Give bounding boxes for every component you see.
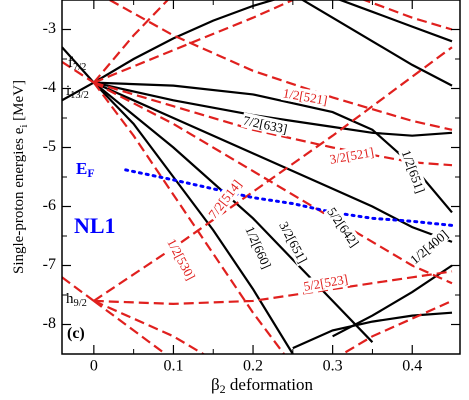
- y-tick-label: -7: [43, 256, 56, 273]
- curve: [93, 300, 168, 354]
- x-tick-label: 0: [90, 358, 98, 375]
- curve: [292, 311, 453, 350]
- x-label-text: β: [211, 375, 220, 394]
- curve: [93, 46, 453, 302]
- curve: [93, 81, 374, 343]
- annotation-bg: [204, 176, 246, 223]
- annotation: EF: [76, 159, 95, 180]
- annotation-text: NL1: [74, 213, 116, 238]
- x-tick-label: 0.1: [163, 358, 183, 375]
- annotation-bg: [242, 222, 275, 272]
- y-tick-label: -6: [43, 197, 56, 214]
- curve: [337, 0, 453, 43]
- curve: [340, 299, 453, 354]
- x-tick-label: 0.3: [323, 358, 343, 375]
- y-axis-label: Single-proton energies ei [MeV]: [11, 80, 29, 274]
- annotation-text: h: [66, 291, 74, 307]
- annotation-bg: [323, 203, 363, 251]
- annotation-bg: [240, 112, 290, 137]
- annotation-bg: [280, 85, 330, 108]
- y-tick-label: -5: [43, 138, 56, 155]
- curve: [124, 168, 454, 227]
- y-label-text: Single-proton energies e: [11, 127, 27, 274]
- x-axis-label: β2 deformation: [211, 375, 313, 396]
- curve: [93, 81, 453, 137]
- x-tick-label: 0.4: [402, 358, 422, 375]
- annotation-sub: 7/2: [73, 62, 86, 73]
- curve: [62, 276, 95, 302]
- curve: [62, 81, 95, 102]
- curve: [109, 0, 453, 131]
- curve: [62, 60, 95, 84]
- annotation-sub: 9/2: [74, 298, 87, 309]
- annotation-sub: F: [87, 166, 94, 180]
- annotation: f7/2: [68, 55, 86, 73]
- y-tick-label: -8: [43, 315, 56, 332]
- y-tick-label: -4: [43, 79, 56, 96]
- annotation-text: i: [66, 83, 70, 99]
- y-label-after: [MeV]: [11, 80, 27, 125]
- annotation-bg: [301, 271, 351, 294]
- curve: [93, 81, 453, 285]
- annotation-bg: [275, 218, 311, 267]
- annotation-bg: [398, 146, 429, 197]
- curve: [361, 0, 453, 31]
- annotation-text: E: [76, 159, 87, 178]
- curve: [93, 270, 453, 306]
- curve: [92, 81, 286, 354]
- y-label-sub: i: [18, 125, 30, 128]
- x-label-sub: 2: [220, 382, 226, 396]
- y-tick-label: -3: [43, 20, 56, 37]
- curve: [93, 81, 453, 243]
- curve: [93, 0, 277, 84]
- annotation-bg: [163, 235, 199, 284]
- curve: [92, 0, 170, 84]
- plot-area: [62, 0, 454, 354]
- annotation: NL1: [74, 213, 116, 238]
- curve: [62, 46, 95, 84]
- x-tick-label: 0.2: [243, 358, 263, 375]
- curve: [93, 0, 294, 84]
- annotation-text: f: [68, 55, 73, 71]
- annotation-sub: 13/2: [70, 90, 89, 101]
- curve: [300, 0, 453, 87]
- curve: [93, 299, 206, 354]
- annotation-bg: [406, 226, 452, 268]
- annotation: i13/2: [66, 83, 89, 101]
- annotation-text: (c): [67, 325, 85, 342]
- annotation: (c): [67, 325, 85, 342]
- annotation: h9/2: [66, 291, 87, 309]
- x-label-after: deformation: [226, 375, 314, 394]
- curve: [93, 81, 453, 167]
- annotation-bg: [327, 144, 377, 167]
